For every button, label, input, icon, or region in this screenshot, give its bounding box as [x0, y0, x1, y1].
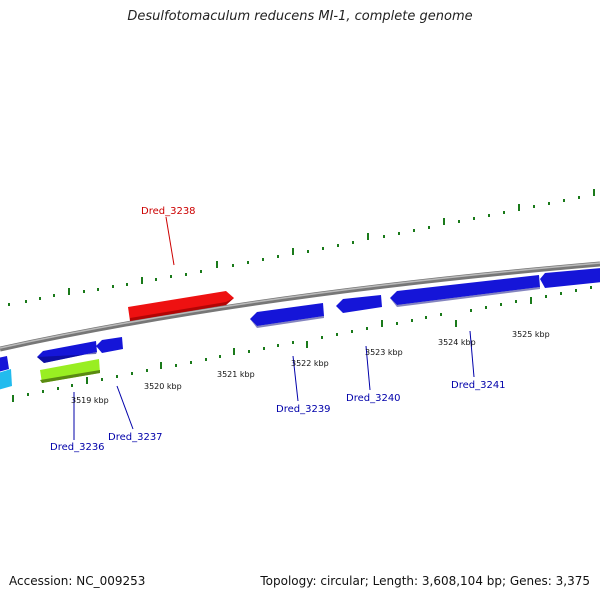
scale-label-3521: 3521 kbp — [217, 370, 255, 379]
gene-dred-3237-right[interactable] — [96, 337, 123, 353]
gene-dred-3238[interactable] — [128, 291, 234, 321]
scale-label-3523: 3523 kbp — [365, 348, 403, 357]
accession-label: Accession: NC_009253 — [9, 574, 146, 588]
label-leaders — [73, 216, 475, 440]
map-title: Desulfotomaculum reducens MI-1, complete… — [127, 9, 473, 24]
gene-label-dred-3236: Dred_3236 — [50, 442, 105, 453]
scale-label-3522: 3522 kbp — [291, 359, 329, 368]
gene-dred-3240[interactable] — [336, 295, 382, 313]
gene-dred-3237-left[interactable] — [37, 341, 97, 363]
scale-label-3519: 3519 kbp — [71, 396, 109, 405]
gene-other-left[interactable] — [0, 356, 12, 390]
scale-label-3520: 3520 kbp — [144, 382, 182, 391]
gene-label-dred-3241: Dred_3241 — [451, 380, 506, 391]
gene-label-dred-3238: Dred_3238 — [141, 206, 196, 217]
gene-right-edge[interactable] — [540, 268, 600, 288]
gene-dred-3239[interactable] — [250, 303, 324, 328]
upper-tick-row — [8, 189, 595, 306]
gene-label-dred-3240: Dred_3240 — [346, 393, 401, 404]
genome-backbone — [0, 261, 600, 352]
gene-label-dred-3237: Dred_3237 — [108, 432, 163, 443]
scale-label-3525: 3525 kbp — [512, 330, 550, 339]
gene-dred-3236[interactable] — [40, 359, 100, 383]
gene-dred-3241[interactable] — [390, 275, 540, 307]
genome-summary: Topology: circular; Length: 3,608,104 bp… — [260, 574, 590, 588]
lower-tick-row — [12, 286, 592, 402]
scale-label-3524: 3524 kbp — [438, 338, 476, 347]
gene-label-dred-3239: Dred_3239 — [276, 404, 331, 415]
